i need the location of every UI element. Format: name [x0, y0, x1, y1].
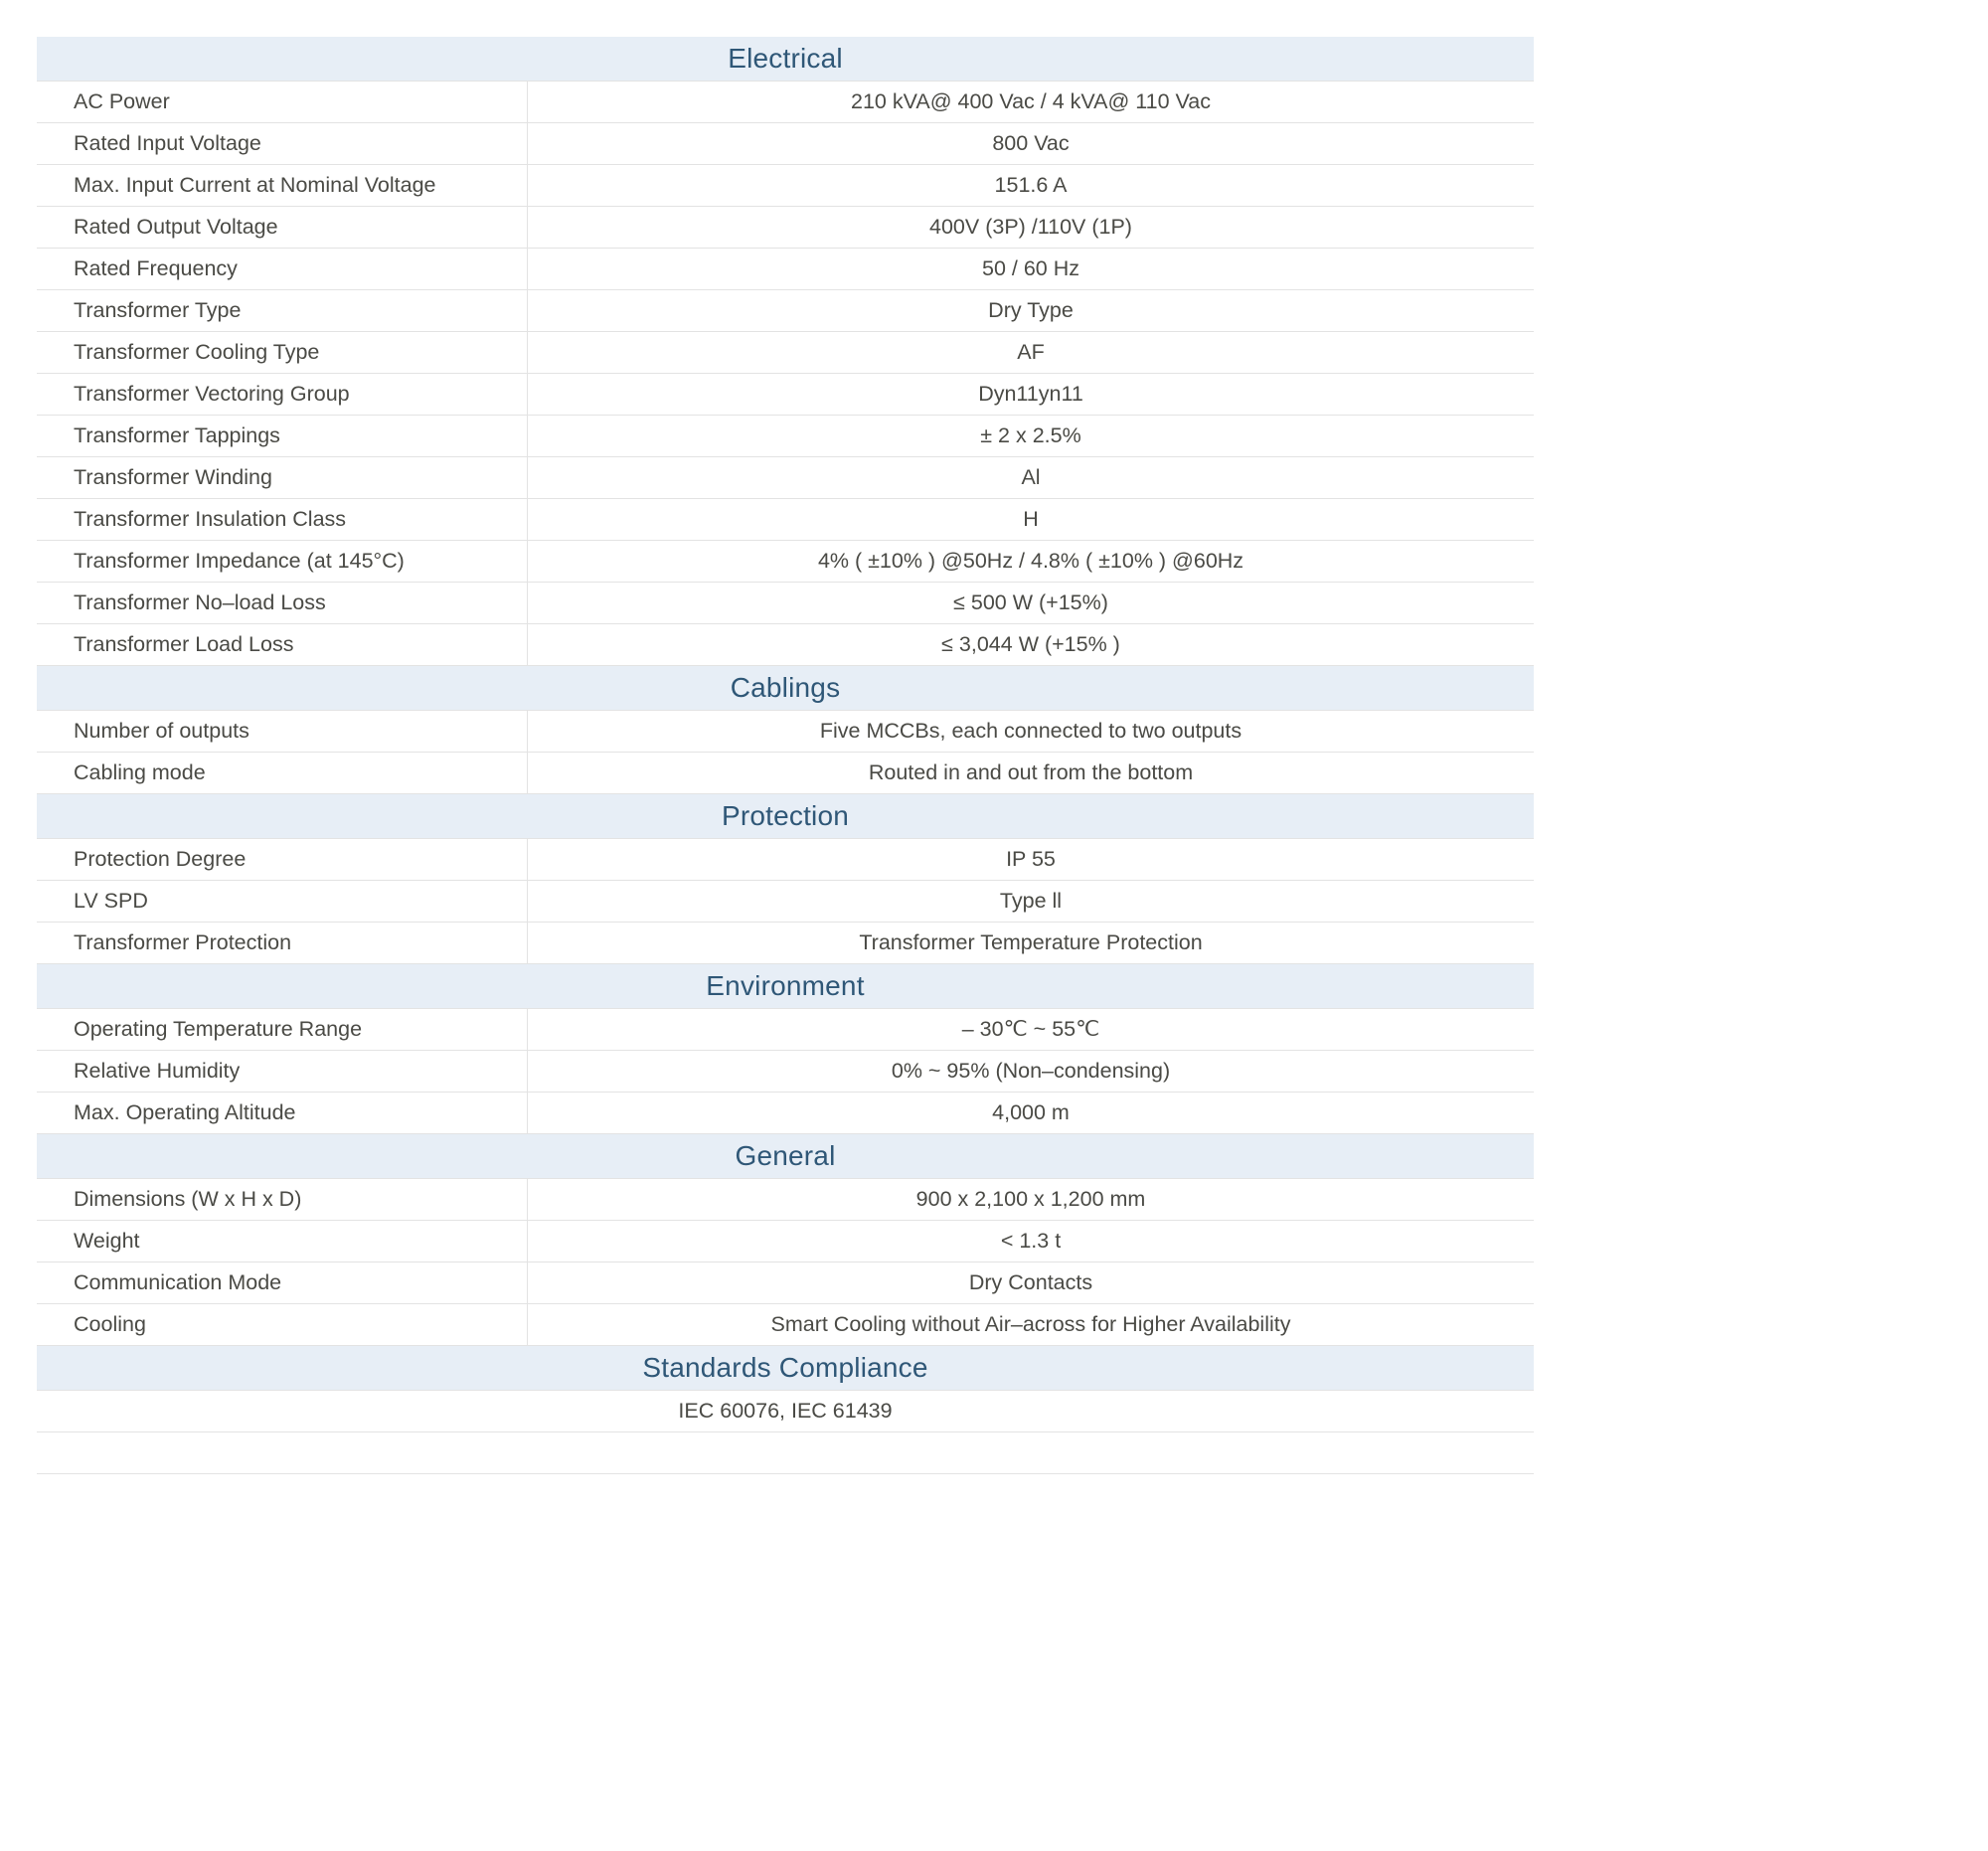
spec-value: 151.6 A: [994, 173, 1068, 197]
spec-label: Operating Temperature Range: [37, 1009, 528, 1050]
spec-value: Transformer Temperature Protection: [859, 930, 1203, 954]
table-row: Transformer Protection Transformer Temper…: [37, 923, 1534, 964]
table-row: Protection Degree IP 55: [37, 838, 1534, 881]
spec-value: Type ll: [999, 889, 1063, 913]
spec-value: 800 Vac: [992, 131, 1070, 155]
table-row: Transformer Winding Al: [37, 457, 1534, 499]
spec-label: AC Power: [37, 82, 528, 122]
table-row: Operating Temperature Range – 30℃ ~ 55℃: [37, 1008, 1534, 1051]
spec-label: LV SPD: [37, 881, 528, 922]
spec-label: Transformer Insulation Class: [37, 499, 528, 540]
table-row: Max. Input Current at Nominal Voltage 151…: [37, 165, 1534, 207]
spec-label: Number of outputs: [37, 711, 528, 752]
table-row: Transformer Cooling Type AF: [37, 332, 1534, 374]
table-row: Dimensions (W x H x D) 900 x 2,100 x 1,20…: [37, 1178, 1534, 1221]
spec-value: IP 55: [1006, 847, 1056, 871]
spec-label: Transformer Type: [37, 290, 528, 331]
section-header: Protection: [37, 794, 1534, 838]
section-header: Electrical: [37, 37, 1534, 81]
spec-value: 0% ~ 95% (Non–condensing): [891, 1059, 1171, 1083]
spec-value: AF: [1017, 340, 1045, 364]
section-header: General: [37, 1134, 1534, 1178]
spec-value: Five MCCBs, each connected to two output…: [819, 719, 1242, 743]
spec-value: 400V (3P) /110V (1P): [929, 215, 1132, 239]
spec-value: – 30℃ ~ 55℃: [961, 1017, 1100, 1041]
spec-value: 900 x 2,100 x 1,200 mm: [915, 1187, 1146, 1211]
table-row: AC Power 210 kVA@ 400 Vac / 4 kVA@ 110 Va…: [37, 81, 1534, 123]
spec-label: Weight: [37, 1221, 528, 1262]
spec-value: 50 / 60 Hz: [982, 256, 1079, 280]
table-row: Transformer Load Loss ≤ 3,044 W (+15% ): [37, 624, 1534, 666]
table-row: Transformer Insulation Class H: [37, 499, 1534, 541]
spec-label: Dimensions (W x H x D): [37, 1179, 528, 1220]
table-row: Number of outputs Five MCCBs, each connec…: [37, 710, 1534, 753]
table-row: Max. Operating Altitude 4,000 m: [37, 1093, 1534, 1134]
table-row: Rated Frequency 50 / 60 Hz: [37, 249, 1534, 290]
table-row: Transformer Vectoring Group Dyn11yn11: [37, 374, 1534, 416]
spec-label: Transformer Cooling Type: [37, 332, 528, 373]
table-row: Cooling Smart Cooling without Air–across …: [37, 1304, 1534, 1346]
spec-value: IEC 60076, IEC 61439: [678, 1399, 893, 1423]
section-header: Standards Compliance: [37, 1346, 1534, 1390]
table-row: Communication Mode Dry Contacts: [37, 1262, 1534, 1304]
spec-value: ≤ 3,044 W (+15% ): [941, 632, 1120, 656]
spec-label: Protection Degree: [37, 839, 528, 880]
spec-label: Cooling: [37, 1304, 528, 1345]
spec-value: Routed in and out from the bottom: [868, 760, 1194, 784]
table-row: IEC 60076, IEC 61439: [37, 1390, 1534, 1432]
table-row: Rated Input Voltage 800 Vac: [37, 123, 1534, 165]
table-row: Transformer Impedance (at 145°C) 4% ( ±10…: [37, 541, 1534, 583]
table-row: LV SPD Type ll: [37, 881, 1534, 923]
spec-value: Dry Contacts: [968, 1270, 1093, 1294]
spec-value: ± 2 x 2.5%: [980, 423, 1081, 447]
spec-label: Rated Output Voltage: [37, 207, 528, 248]
table-row: Rated Output Voltage 400V (3P) /110V (1P): [37, 207, 1534, 249]
spec-value: Smart Cooling without Air–across for Hig…: [770, 1312, 1291, 1336]
spec-value: Dry Type: [988, 298, 1074, 322]
table-row: Weight < 1.3 t: [37, 1221, 1534, 1262]
spec-value: 4% ( ±10% ) @50Hz / 4.8% ( ±10% ) @60Hz: [817, 549, 1244, 573]
table-row: Transformer Type Dry Type: [37, 290, 1534, 332]
spec-label: Relative Humidity: [37, 1051, 528, 1092]
section-header: Cablings: [37, 666, 1534, 710]
spec-value: Dyn11yn11: [978, 382, 1083, 406]
spec-label: Max. Input Current at Nominal Voltage: [37, 165, 528, 206]
spec-value: < 1.3 t: [1000, 1229, 1062, 1253]
spec-label: Rated Input Voltage: [37, 123, 528, 164]
spec-value: ≤ 500 W (+15%): [953, 590, 1108, 614]
spec-value: 210 kVA@ 400 Vac / 4 kVA@ 110 Vac: [851, 89, 1211, 113]
spec-label: Transformer Protection: [37, 923, 528, 963]
table-row: Transformer No–load Loss ≤ 500 W (+15%): [37, 583, 1534, 624]
spec-label: Max. Operating Altitude: [37, 1093, 528, 1133]
spec-value: 4,000 m: [992, 1100, 1070, 1124]
spec-label: Transformer Winding: [37, 457, 528, 498]
spec-label: Rated Frequency: [37, 249, 528, 289]
spec-label: Transformer Load Loss: [37, 624, 528, 665]
specifications-table: Electrical AC Power 210 kVA@ 400 Vac / 4 k…: [37, 37, 1534, 1474]
spec-label: Transformer Tappings: [37, 416, 528, 456]
spec-label: Cabling mode: [37, 753, 528, 793]
spec-label: Communication Mode: [37, 1262, 528, 1303]
table-bottom-rule: [37, 1473, 1534, 1474]
table-row: Transformer Tappings ± 2 x 2.5%: [37, 416, 1534, 457]
section-header: Environment: [37, 964, 1534, 1008]
spec-label: Transformer No–load Loss: [37, 583, 528, 623]
table-row: Cabling mode Routed in and out from the b…: [37, 753, 1534, 794]
spec-label: Transformer Impedance (at 145°C): [37, 541, 528, 582]
spec-value: Al: [1021, 465, 1041, 489]
spec-label: Transformer Vectoring Group: [37, 374, 528, 415]
spec-value: H: [1023, 507, 1039, 531]
table-row: Relative Humidity 0% ~ 95% (Non–condensin…: [37, 1051, 1534, 1093]
